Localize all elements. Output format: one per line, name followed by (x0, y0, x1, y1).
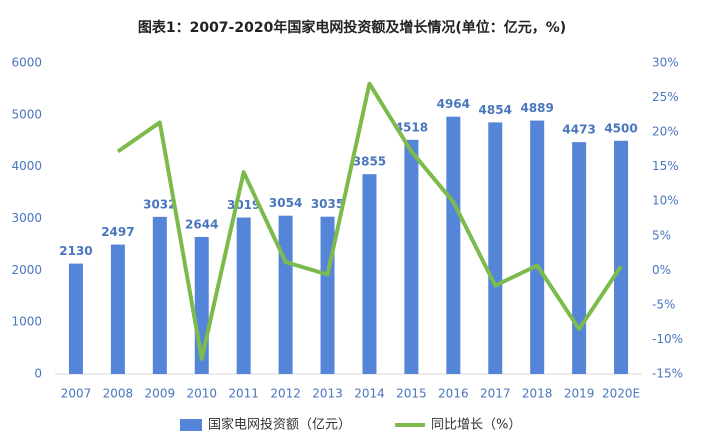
y2-tick-label: -5% (652, 297, 675, 311)
x-tick-label: 2007 (61, 387, 92, 401)
x-tick-label: 2009 (145, 387, 176, 401)
x-tick-label: 2013 (312, 387, 343, 401)
bar (110, 244, 125, 374)
x-tick-label: 2019 (564, 387, 595, 401)
value-label: 2644 (185, 217, 218, 231)
y2-tick-label: 20% (652, 125, 679, 139)
line (116, 81, 623, 361)
bar (362, 174, 377, 374)
x-tick-label: 2018 (522, 387, 553, 401)
y2-tick-label: 10% (652, 194, 679, 208)
value-label: 4854 (479, 103, 512, 117)
value-label: 3054 (269, 196, 302, 210)
x-tick-label: 2014 (354, 387, 385, 401)
value-label: 4889 (520, 101, 553, 115)
value-label: 2130 (59, 244, 92, 258)
value-label: 3855 (353, 155, 386, 169)
value-label: 4964 (437, 97, 470, 111)
y2-tick-label: 5% (652, 228, 671, 242)
y-tick-label: 4000 (11, 159, 42, 173)
value-label: 4500 (604, 121, 637, 135)
x-tick-label: 2015 (396, 387, 427, 401)
bar (68, 263, 83, 374)
x-tick-label: 2017 (480, 387, 511, 401)
y2-tick-label: -15% (652, 367, 683, 381)
y-tick-label: 3000 (11, 211, 42, 225)
y-tick-label: 6000 (11, 56, 42, 70)
value-label: 4518 (395, 120, 428, 134)
y-tick-label: 5000 (11, 107, 42, 121)
x-tick-label: 2010 (186, 387, 217, 401)
x-tick-label: 2008 (103, 387, 134, 401)
bar (446, 116, 461, 374)
value-label: 4473 (562, 123, 595, 137)
y2-tick-label: 0% (652, 263, 671, 277)
y2-tick-label: -10% (652, 332, 683, 346)
value-label: 2497 (101, 225, 134, 239)
bar (320, 216, 335, 374)
value-label: 3032 (143, 197, 176, 211)
legend-label: 国家电网投资额（亿元） (208, 417, 351, 433)
x-tick-label: 2020E (602, 387, 640, 401)
legend-swatch (180, 419, 202, 431)
bar (614, 140, 629, 374)
bar (488, 122, 503, 374)
x-tick-label: 2012 (270, 387, 301, 401)
bar (572, 142, 587, 374)
bar (236, 217, 251, 374)
x-tick-label: 2011 (228, 387, 259, 401)
bar (404, 139, 419, 374)
bar (530, 120, 545, 375)
value-label: 3035 (311, 197, 344, 211)
chart-title: 图表1：2007-2020年国家电网投资额及增长情况(单位：亿元，%) (138, 19, 566, 36)
y2-tick-label: 15% (652, 159, 679, 173)
y-tick-label: 2000 (11, 263, 42, 277)
y-tick-label: 0 (34, 367, 42, 381)
y2-tick-label: 25% (652, 90, 679, 104)
bar (278, 215, 293, 374)
bar (152, 216, 167, 374)
y-tick-label: 1000 (11, 315, 42, 329)
y2-tick-label: 30% (652, 56, 679, 70)
x-tick-label: 2016 (438, 387, 469, 401)
legend-label: 同比增长（%） (431, 418, 521, 433)
